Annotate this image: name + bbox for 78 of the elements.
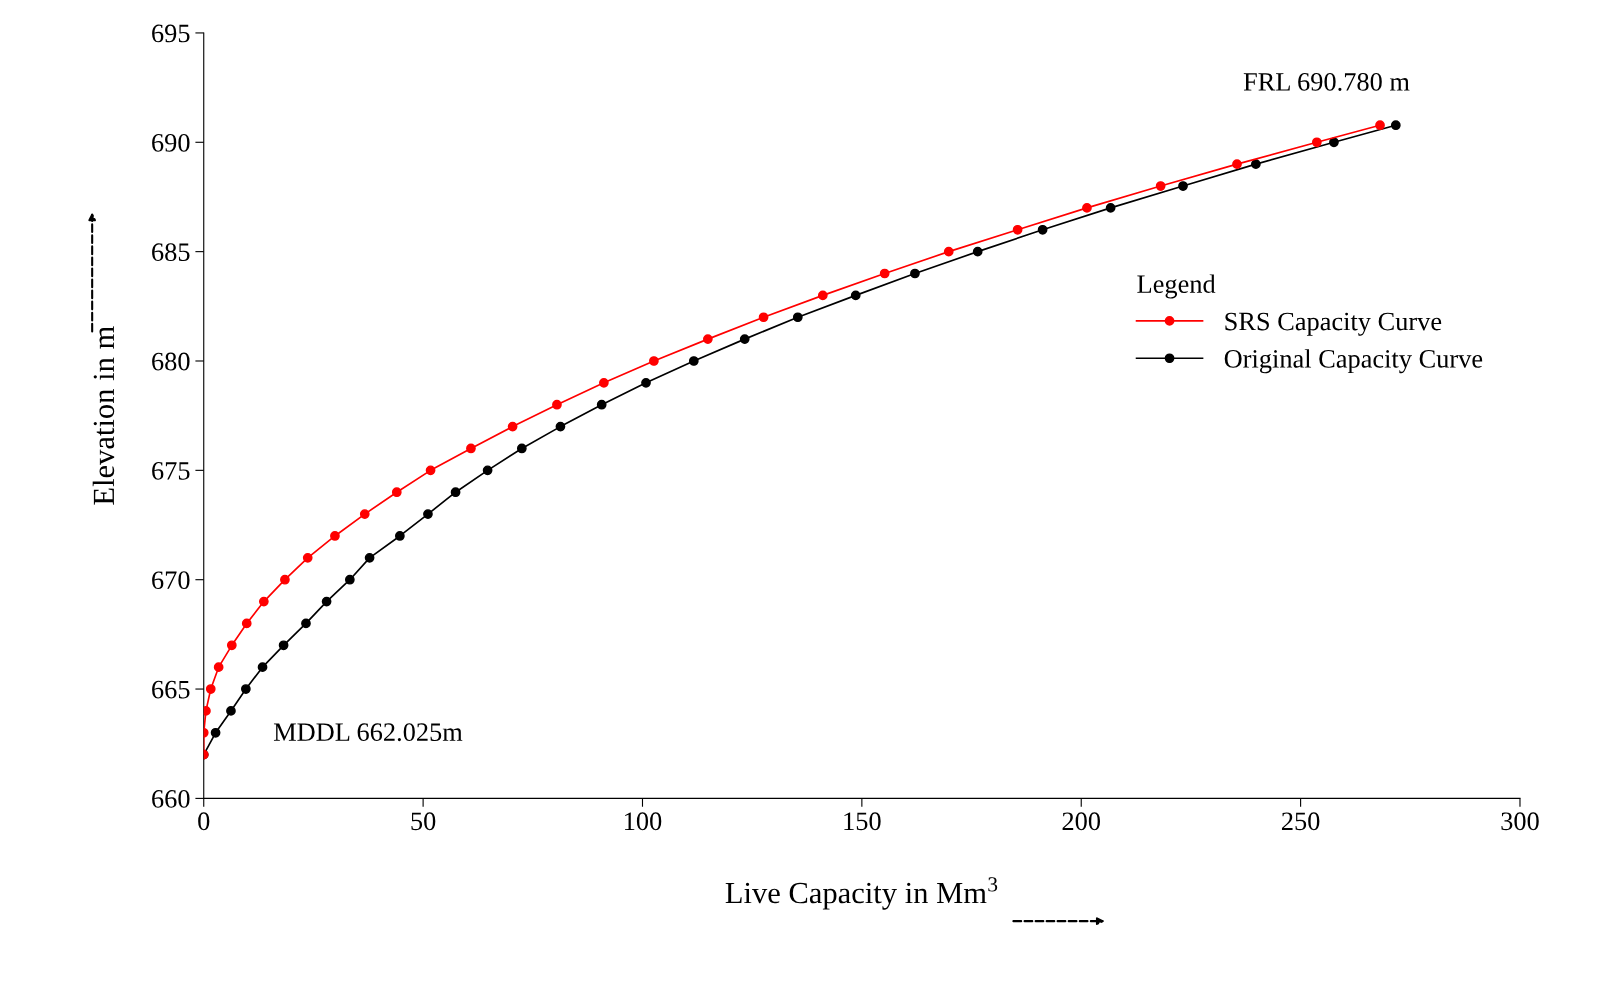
point <box>423 509 433 519</box>
point <box>210 727 221 738</box>
x-tick-label: 100 <box>625 812 662 831</box>
point <box>1178 181 1188 191</box>
point <box>466 443 476 454</box>
point <box>226 640 237 651</box>
point <box>359 509 370 519</box>
point <box>1012 224 1023 235</box>
point <box>555 421 566 432</box>
point <box>910 268 920 279</box>
point <box>850 290 861 301</box>
point <box>278 640 289 651</box>
y-axis-title: Elevation in m <box>92 326 115 505</box>
y-tick-label: 695 <box>152 24 190 43</box>
x-tick-label: 0 <box>198 812 210 831</box>
point <box>240 684 251 694</box>
point <box>301 618 311 629</box>
point <box>1105 203 1116 213</box>
point <box>1329 137 1339 148</box>
point <box>552 399 562 410</box>
point <box>257 662 268 673</box>
point <box>739 334 750 344</box>
point <box>280 574 290 585</box>
point <box>688 356 699 366</box>
y-tick-label: 690 <box>152 133 190 152</box>
point <box>394 531 405 541</box>
x-tick-label: 300 <box>1501 812 1539 831</box>
x-tick-label: 150 <box>844 812 881 831</box>
point <box>302 552 313 563</box>
point <box>516 443 527 454</box>
point <box>702 334 713 344</box>
x-tick-label: 250 <box>1281 812 1320 831</box>
point <box>649 356 659 366</box>
point <box>1232 159 1242 170</box>
legend-label: SRS Capacity Curve <box>1225 312 1442 336</box>
point <box>641 377 651 388</box>
point <box>1155 181 1166 191</box>
point <box>792 312 803 323</box>
point <box>943 246 954 257</box>
y-tick-label: 665 <box>152 680 190 699</box>
point <box>1250 159 1261 170</box>
point <box>391 487 402 498</box>
x-tick-label: 200 <box>1062 812 1101 831</box>
y-tick-label: 680 <box>152 352 190 371</box>
point <box>205 684 216 694</box>
point <box>507 421 518 432</box>
point <box>241 618 252 629</box>
point <box>1037 224 1048 235</box>
point <box>1082 203 1092 213</box>
point <box>213 662 224 673</box>
point <box>879 268 890 279</box>
point <box>450 487 461 498</box>
legend-label: Original Capacity Curve <box>1224 349 1483 374</box>
annotation: FRL 690.780 m <box>1243 72 1410 91</box>
x-axis-title: Live Capacity in Mm$^{3}$ <box>725 877 998 910</box>
point <box>758 312 769 323</box>
point <box>817 290 828 301</box>
point <box>482 465 493 476</box>
y-tick-label: 670 <box>152 571 190 590</box>
point <box>330 531 340 541</box>
y-tick-label: 660 <box>152 790 190 808</box>
point <box>258 596 269 607</box>
annotation: MDDL 662.025m <box>273 723 463 742</box>
point <box>344 574 355 585</box>
point <box>226 706 236 716</box>
x-tick-label: 50 <box>411 812 436 831</box>
y-tick-label: 685 <box>152 243 190 262</box>
point <box>972 246 983 257</box>
legend-title: Legend <box>1137 274 1216 299</box>
point <box>596 399 607 410</box>
point <box>1375 120 1385 131</box>
point <box>321 596 332 607</box>
y-tick-label: 675 <box>152 462 190 480</box>
point <box>1390 120 1401 131</box>
point <box>599 377 609 388</box>
point <box>364 552 375 563</box>
point <box>1311 137 1322 148</box>
point <box>425 465 436 476</box>
